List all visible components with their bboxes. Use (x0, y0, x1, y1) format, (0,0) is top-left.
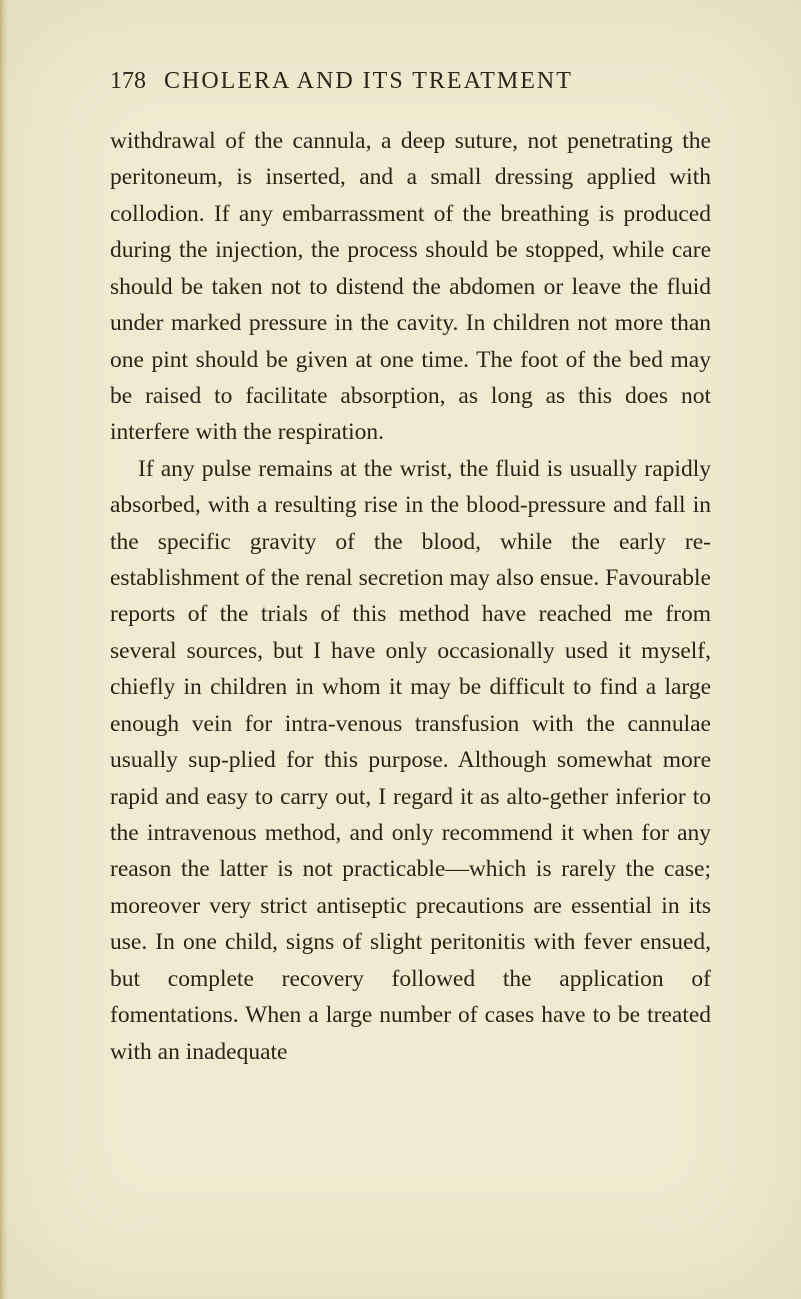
page-number: 178 (110, 68, 146, 95)
page-binding-edge (0, 0, 8, 1299)
paragraph-1: withdrawal of the cannula, a deep suture… (110, 123, 711, 451)
paragraph-2: If any pulse remains at the wrist, the f… (110, 451, 711, 1070)
running-title: CHOLERA AND ITS TREATMENT (164, 68, 573, 95)
body-text-container: withdrawal of the cannula, a deep suture… (110, 123, 711, 1070)
page-header: 178 CHOLERA AND ITS TREATMENT (110, 68, 711, 95)
